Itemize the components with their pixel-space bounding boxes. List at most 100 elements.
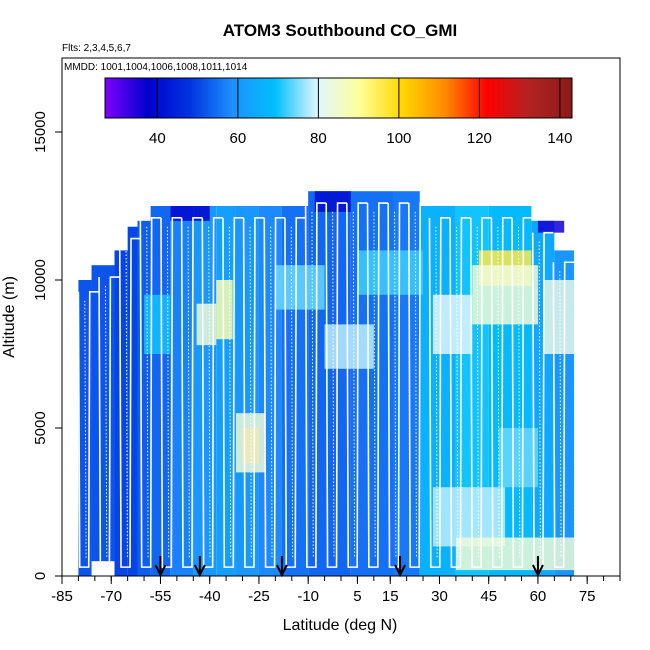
colorbar-tick-label: 60 [230,130,247,147]
curtain-feature [324,324,374,369]
flight-track [366,202,389,568]
curtain-segment [193,206,217,576]
flight-track [77,291,100,568]
colorbar-tick-label: 100 [386,130,411,147]
flight-tracks [77,202,575,568]
flight-track [387,202,409,568]
flight-track [263,217,285,568]
x-axis-label: Latitude (deg N) [283,617,398,634]
flight-track [346,202,368,568]
flight-track-dotted [187,226,190,559]
curtain-feature [235,413,266,473]
flight-track-dotted [125,247,128,559]
flight-track [469,217,492,568]
flight-track-dotted [435,226,438,559]
flight-track [160,217,182,568]
y-axis-label: Altitude (m) [1,276,18,358]
colorbar-tick-label: 40 [149,130,166,147]
curtain-feature [314,191,351,212]
curtain-feature [544,280,575,354]
flight-track-dotted [270,226,273,559]
flight-track-dotted [517,226,521,559]
flight-track [511,217,533,568]
longitude-markers [154,556,544,578]
curtain-plot [78,191,575,576]
flight-track-dotted [559,271,562,559]
flight-track [118,237,141,568]
flight-track [139,217,162,568]
flight-track [552,261,575,568]
curtain-segment [235,206,259,576]
curtain-feature [498,428,538,488]
flight-track-dotted [228,226,232,559]
chart-title: ATOM3 Southbound CO_GMI [223,21,458,40]
colorbar [104,77,573,119]
colorbar-tick-label: 140 [547,130,572,147]
curtain-segment [137,220,151,576]
flight-track-dotted [146,226,149,559]
x-tick-label: -70 [100,588,122,605]
x-tick-label: -25 [248,588,270,605]
flight-track-dotted [249,226,252,559]
flight-track-dotted [290,226,294,559]
curtain-segment [91,265,115,562]
x-tick-label: 75 [579,588,596,605]
flight-track [98,276,120,568]
flight-track [490,217,513,568]
flight-track [408,202,430,568]
flight-track-dotted [166,226,170,559]
x-tick-label: -85 [51,588,73,605]
x-tick-label: 15 [382,588,399,605]
flight-track-dotted [497,226,500,559]
x-tick-label: -10 [297,588,319,605]
flight-track [325,202,347,568]
y-tick-label: 15000 [32,111,49,153]
marker-arrow-head [532,564,544,578]
flight-track [449,217,471,568]
curtain-segment [258,206,282,576]
flight-track-dotted [84,300,87,559]
colorbar-ticks: 40 60 80 100 120 140 [149,78,572,147]
colorbar-tick-label: 80 [310,130,327,147]
x-tick-label: 30 [431,588,448,605]
curtain-feature [216,280,233,340]
x-tick-label: -40 [199,588,221,605]
flight-track [201,217,223,568]
curtain-feature [196,303,217,346]
flight-track-dotted [538,241,541,559]
x-tick-label: 60 [530,588,547,605]
curtain-feature [472,265,538,325]
dates-label: MMDD: 1001,1004,1006,1008,1011,1014 [64,62,248,73]
curtain-segment [308,191,351,576]
x-tick-label: 45 [480,588,497,605]
flight-track [242,217,265,568]
marker-arrow-head [394,564,406,578]
flight-track [531,231,554,568]
curtain-feature [432,294,473,354]
flights-label: Flts: 2,3,4,5,6,7 [62,43,131,54]
flight-track [222,217,244,568]
x-axis: -85 -70 -55 -40 -25 -10 5 15 30 45 60 75 [51,576,621,605]
marker-arrow-head [154,564,167,578]
flight-track-dotted [456,226,459,559]
curtain-feature [537,220,565,233]
curtain-feature [455,537,575,571]
flight-track [180,217,203,568]
colorbar-tick-label: 120 [467,130,492,147]
flight-track-dotted [208,226,211,559]
marker-arrow-head [193,564,206,578]
flight-track [304,202,327,568]
flight-track [428,217,451,568]
curtain-segment [127,226,138,576]
y-tick-label: 5000 [32,411,49,444]
x-tick-label: -55 [150,588,172,605]
y-tick-label: 0 [32,572,49,580]
y-tick-label: 10000 [32,259,49,301]
y-axis: 0 5000 10000 15000 [32,111,62,580]
flight-track [284,217,306,568]
curtain-feature [144,294,171,354]
marker-arrow-head [276,564,288,578]
x-tick-label: 5 [353,588,361,605]
flight-track-dotted [476,226,479,559]
